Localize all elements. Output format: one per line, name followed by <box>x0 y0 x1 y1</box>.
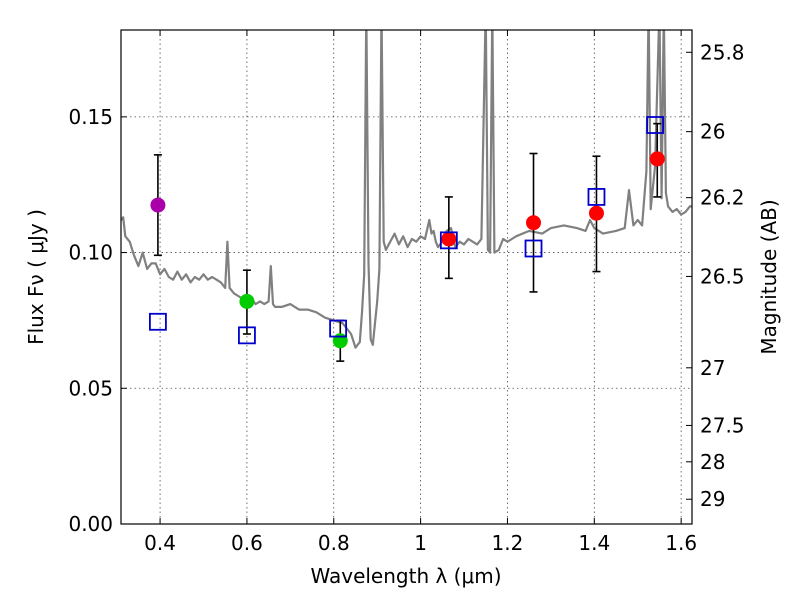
y-tick-label: 0.15 <box>68 105 113 129</box>
x-tick-label: 1.2 <box>492 531 524 555</box>
right-tick-label: 25.8 <box>700 40 745 64</box>
x-tick-label: 1.6 <box>665 531 697 555</box>
x-tick-label: 1.4 <box>578 531 610 555</box>
model-photometry-square <box>439 231 458 250</box>
y-tick-label: 0.05 <box>68 376 113 400</box>
right-tick-label: 29 <box>700 487 725 511</box>
right-y-axis-label: Magnitude (AB) <box>757 199 781 354</box>
observed-point <box>150 197 166 213</box>
right-tick-label: 26.5 <box>700 264 745 288</box>
right-tick-label: 26 <box>700 120 725 144</box>
x-tick-label: 0.8 <box>318 531 350 555</box>
model-photometry-square <box>329 319 348 338</box>
axes-frame <box>120 29 693 525</box>
plot-area <box>121 30 692 362</box>
right-tick-label: 26.2 <box>700 186 745 210</box>
model-spectrum-line <box>121 30 692 349</box>
model-photometry-square <box>587 188 606 206</box>
observed-point <box>649 151 665 167</box>
right-tick-label: 27.5 <box>700 413 745 437</box>
observed-point <box>588 205 604 221</box>
model-photometry-square <box>149 312 167 331</box>
model-photometry-square <box>238 326 256 345</box>
x-tick-label: 0.6 <box>231 531 263 555</box>
right-tick-label: 28 <box>700 450 725 474</box>
x-tick-label: 1 <box>414 531 427 555</box>
observed-point <box>441 231 457 247</box>
right-tick-label: 27 <box>700 356 725 380</box>
y-axis-label: Flux Fν ( μJy ) <box>24 209 48 345</box>
y-tick-label: 0.10 <box>68 241 113 265</box>
model-photometry-square <box>524 239 543 258</box>
x-axis-label: Wavelength λ (μm) <box>310 564 501 588</box>
ticks: 0.4 0.6 0.8 1 1.2 1.4 1.6 0.00 0.05 0.10 0.15 25.8 2… <box>68 30 745 555</box>
x-tick-label: 0.4 <box>144 531 176 555</box>
grid <box>121 30 692 524</box>
observed-point <box>526 215 542 231</box>
y-tick-label: 0.00 <box>68 512 113 536</box>
model-photometry-square <box>646 116 664 134</box>
observed-point <box>239 293 255 309</box>
